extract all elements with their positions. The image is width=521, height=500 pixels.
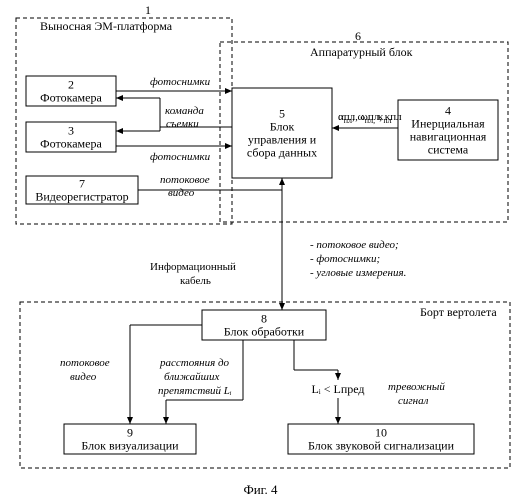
container-num-c1: 1 bbox=[145, 3, 151, 17]
node-num-3: 3 bbox=[68, 124, 74, 138]
node-label-3-0: Фотокамера bbox=[40, 137, 102, 151]
edge-label: кабель bbox=[180, 275, 211, 287]
edge-label: препятствий Lᵢ bbox=[158, 385, 232, 397]
node-num-5: 5 bbox=[279, 107, 285, 121]
node-num-9: 9 bbox=[127, 426, 133, 440]
node-num-8: 8 bbox=[261, 312, 267, 326]
side-note-1: - фотоснимки; bbox=[310, 253, 380, 265]
edge-label: тревожный bbox=[388, 381, 445, 393]
container-label-c_bort: Борт вертолета bbox=[420, 305, 497, 319]
node-label-9-0: Блок визуализации bbox=[81, 439, 179, 453]
edge-label: сигнал bbox=[398, 395, 429, 407]
node-label-2-0: Фотокамера bbox=[40, 91, 102, 105]
node-label-10-0: Блок звуковой сигнализации bbox=[308, 439, 455, 453]
node-label-5-0: Блок bbox=[270, 120, 295, 134]
edge-label: расстояния до bbox=[159, 357, 230, 369]
node-label-5-1: управления и bbox=[248, 133, 317, 147]
node-num-7: 7 bbox=[79, 177, 85, 191]
container-label-c1: Выносная ЭМ-платформа bbox=[40, 19, 173, 33]
node-label-cond-0: Lᵢ < Lпред bbox=[311, 382, 364, 396]
edge-label: Информационный bbox=[150, 261, 236, 273]
node-label-5-2: сбора данных bbox=[247, 146, 317, 160]
side-note-0: - потоковое видео; bbox=[310, 239, 399, 251]
node-label-4-2: система bbox=[428, 143, 469, 157]
side-note-2: - угловые измерения. bbox=[310, 267, 406, 279]
node-num-4: 4 bbox=[445, 104, 451, 118]
edge-label: команда bbox=[165, 105, 204, 117]
edge-label: потоковое bbox=[160, 174, 210, 186]
edge-label: фотоснимки bbox=[150, 76, 211, 88]
container-num-c6: 6 bbox=[355, 29, 361, 43]
node-num-2: 2 bbox=[68, 78, 74, 92]
edge-label: потоковое bbox=[60, 357, 110, 369]
node-num-10: 10 bbox=[375, 426, 387, 440]
edge-label: ближайших bbox=[164, 371, 219, 383]
figure-caption: Фиг. 4 bbox=[0, 482, 521, 498]
edge-label: видео bbox=[168, 187, 195, 199]
container-label-c6: Аппаратурный блок bbox=[310, 45, 413, 59]
edge-label: съемки bbox=[166, 118, 199, 130]
edge-label: фотоснимки bbox=[150, 151, 211, 163]
node-label-8-0: Блок обработки bbox=[224, 325, 305, 339]
edge-label: видео bbox=[70, 371, 97, 383]
node-label-4-0: Инерциальная bbox=[411, 117, 485, 131]
node-label-7-0: Видеорегистратор bbox=[35, 190, 128, 204]
node-label-4-1: навигационная bbox=[410, 130, 487, 144]
